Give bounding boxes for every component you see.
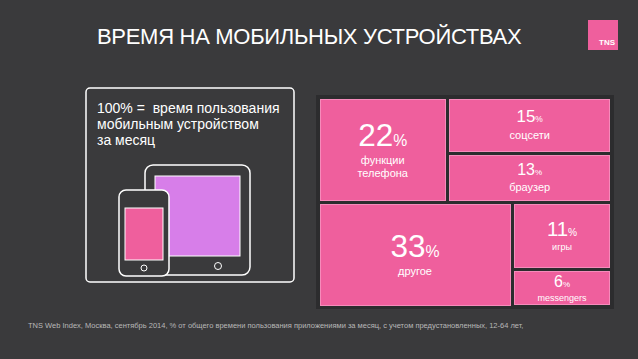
data-label-unit: % bbox=[563, 280, 570, 289]
category-label: messengers bbox=[537, 293, 586, 303]
treemap-cell: 6% messengers bbox=[514, 271, 611, 305]
data-label-number: 6 bbox=[554, 273, 563, 290]
data-label-number: 33 bbox=[390, 228, 425, 264]
data-label-unit: % bbox=[568, 227, 577, 238]
category-label: браузер bbox=[509, 181, 550, 194]
data-label-unit: % bbox=[535, 114, 543, 124]
treemap-cell: 13% браузер bbox=[449, 155, 611, 201]
data-label-number: 22 bbox=[358, 117, 393, 153]
data-label-number: 11 bbox=[547, 218, 568, 240]
treemap-cell: 33% другое bbox=[320, 204, 511, 306]
data-label: 15% bbox=[517, 109, 543, 126]
phone-screen bbox=[125, 208, 163, 260]
data-label-unit: % bbox=[426, 243, 440, 260]
source: TNS Web Index, Москва, сентябрь 2014, % … bbox=[28, 321, 523, 330]
page: {"chart_data": {"type": "treemap", "titl… bbox=[0, 0, 638, 359]
title: ВРЕМЯ НА МОБИЛЬНЫХ УСТРОЙСТВАХ bbox=[97, 24, 521, 50]
treemap-cell: 22%функции телефона bbox=[320, 99, 446, 201]
data-label-unit: % bbox=[535, 168, 542, 177]
data-label-unit: % bbox=[393, 132, 407, 149]
data-label: 33% bbox=[390, 231, 439, 263]
category-label: игры bbox=[552, 242, 572, 252]
subtitle-line: мобильным устройством bbox=[97, 116, 259, 132]
logo: TNS bbox=[588, 20, 618, 50]
sketch-frame bbox=[86, 88, 294, 282]
data-label-number: 13 bbox=[517, 161, 535, 178]
treemap-cell: 15% соцсети bbox=[449, 99, 611, 152]
treemap-cell: 11% игры bbox=[514, 204, 611, 269]
data-label-number: 15 bbox=[517, 107, 536, 126]
category-label: соцсети bbox=[509, 129, 549, 142]
tablet-button bbox=[215, 263, 222, 270]
phone-body bbox=[119, 190, 169, 276]
category-label: функции телефона bbox=[343, 154, 423, 179]
data-label: 13% bbox=[517, 162, 542, 178]
data-label: 22% bbox=[358, 120, 407, 152]
data-label: 6% bbox=[554, 274, 570, 290]
subtitle-line: 100% = время пользования bbox=[97, 100, 280, 116]
subtitle-line: за месяц bbox=[97, 132, 155, 148]
data-label: 11% bbox=[547, 219, 577, 239]
phone-button bbox=[141, 265, 147, 271]
category-label: другое bbox=[398, 265, 432, 278]
